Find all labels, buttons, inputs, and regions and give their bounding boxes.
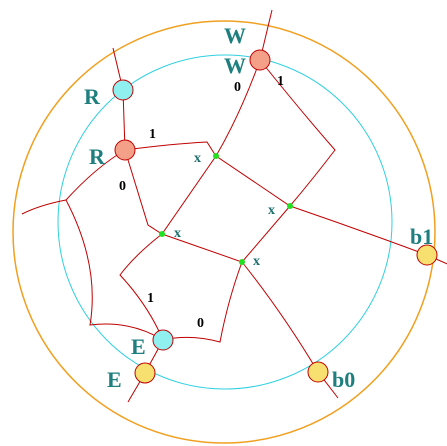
edge [162, 59, 336, 343]
edge [119, 9, 273, 341]
node-label: W [224, 53, 246, 78]
crossing-label: x [194, 151, 201, 166]
node-label: W [224, 23, 246, 48]
node-label: b0 [332, 367, 355, 392]
crossing-point [213, 153, 219, 159]
node [152, 329, 174, 351]
node [112, 79, 134, 101]
node-label: E [107, 367, 122, 392]
edge-label: 1 [149, 127, 156, 142]
node-label: R [89, 144, 106, 169]
node [114, 139, 136, 161]
node [134, 362, 156, 384]
edge-label: 1 [277, 74, 284, 89]
edge [21, 199, 67, 215]
edge-label: 0 [119, 179, 126, 194]
outer-circle [12, 20, 436, 444]
crossing-label: x [268, 203, 275, 218]
crossing-point [287, 203, 293, 209]
edge-label: 1 [147, 291, 154, 306]
node [416, 244, 438, 266]
node-label: b1 [410, 224, 433, 249]
node-label: R [84, 84, 101, 109]
edge-label: 0 [234, 80, 241, 95]
inner-circle [57, 54, 393, 390]
crossing-point [159, 231, 165, 237]
edge [124, 141, 447, 265]
crossing-label: x [174, 226, 181, 241]
nodes [112, 49, 438, 384]
edge [65, 149, 164, 403]
crossing-label: x [253, 254, 260, 269]
node [249, 49, 271, 71]
crossing-point [239, 259, 245, 265]
edge-label: 0 [197, 316, 204, 331]
node [307, 361, 329, 383]
node-label: E [131, 334, 146, 359]
